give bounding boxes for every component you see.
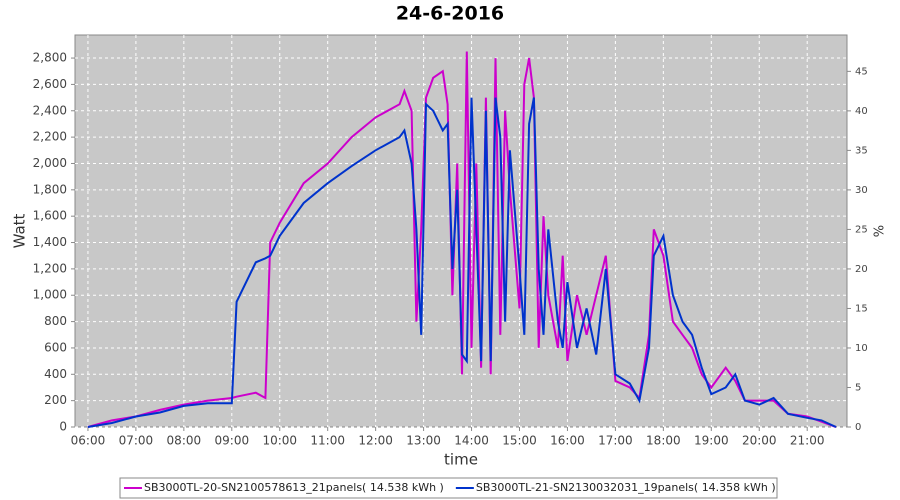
legend-label: SB3000TL-21-SN2130032031_19panels( 14.35… xyxy=(476,481,776,494)
y2-tick-label: 25 xyxy=(855,224,868,235)
y2-tick-label: 40 xyxy=(855,106,868,117)
x-tick-label: 14:00 xyxy=(454,434,489,448)
y-tick-label: 1,200 xyxy=(33,261,67,275)
y2-tick-label: 0 xyxy=(855,422,861,433)
y-tick-label: 1,800 xyxy=(33,182,67,196)
y-tick-label: 2,800 xyxy=(33,51,67,65)
y-tick-label: 0 xyxy=(59,420,67,434)
series-line xyxy=(87,97,837,428)
y2-tick-label: 10 xyxy=(855,343,868,354)
x-tick-label: 20:00 xyxy=(742,434,777,448)
x-tick-label: 11:00 xyxy=(310,434,345,448)
x-tick-label: 12:00 xyxy=(358,434,393,448)
y-tick-label: 1,000 xyxy=(33,288,67,302)
x-tick-label: 08:00 xyxy=(167,434,202,448)
y-tick-label: 2,600 xyxy=(33,77,67,91)
x-tick-label: 19:00 xyxy=(694,434,729,448)
y-tick-label: 1,600 xyxy=(33,209,67,223)
x-tick-label: 13:00 xyxy=(406,434,441,448)
x-tick-label: 15:00 xyxy=(502,434,537,448)
y-tick-label: 1,400 xyxy=(33,235,67,249)
y-axis-label: Watt xyxy=(11,213,29,248)
legend xyxy=(119,477,778,499)
y-tick-label: 800 xyxy=(44,314,67,328)
x-tick-label: 06:00 xyxy=(71,434,106,448)
x-tick-label: 09:00 xyxy=(215,434,250,448)
chart-title: 24-6-2016 xyxy=(396,3,504,25)
x-tick-label: 16:00 xyxy=(550,434,585,448)
y-tick-label: 2,200 xyxy=(33,130,67,144)
x-axis-label: time xyxy=(444,451,478,469)
legend-label: SB3000TL-20-SN2100578613_21panels( 14.53… xyxy=(144,481,444,494)
x-tick-label: 10:00 xyxy=(262,434,297,448)
y-tick-label: 600 xyxy=(44,340,67,354)
y2-tick-label: 15 xyxy=(855,303,868,314)
x-tick-label: 21:00 xyxy=(790,434,825,448)
y2-tick-label: 30 xyxy=(855,185,868,196)
y-tick-label: 200 xyxy=(44,393,67,407)
y-tick-label: 2,400 xyxy=(33,103,67,117)
y-tick-label: 2,000 xyxy=(33,156,67,170)
x-tick-label: 07:00 xyxy=(119,434,154,448)
y2-tick-label: 35 xyxy=(855,145,868,156)
y-tick-label: 400 xyxy=(44,367,67,381)
y2-tick-label: 45 xyxy=(855,66,868,77)
y2-tick-label: 20 xyxy=(855,264,868,275)
y2-axis-label: % xyxy=(873,225,888,237)
x-tick-label: 17:00 xyxy=(598,434,633,448)
y2-tick-label: 5 xyxy=(855,382,861,393)
x-tick-label: 18:00 xyxy=(646,434,681,448)
